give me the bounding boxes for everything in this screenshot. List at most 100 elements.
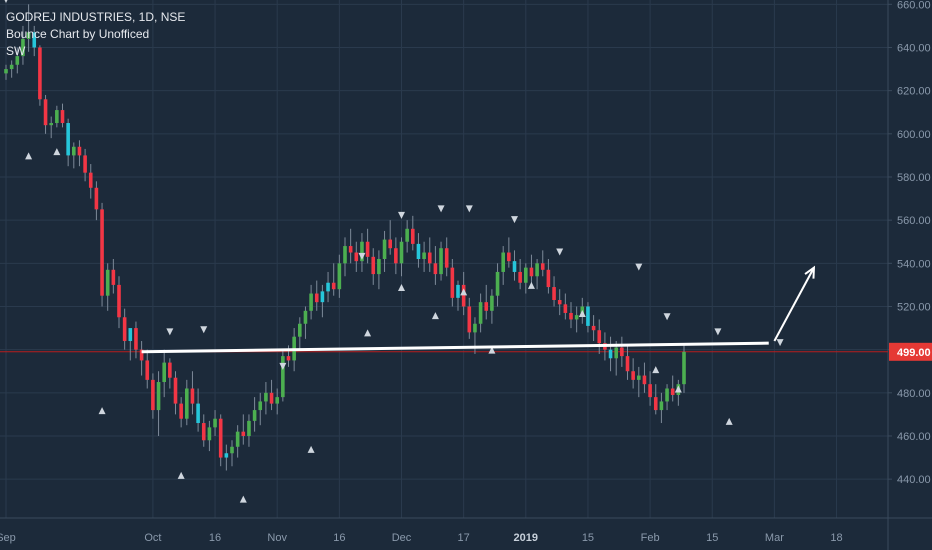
candle-body[interactable] bbox=[173, 377, 178, 404]
candle-body[interactable] bbox=[49, 123, 53, 126]
candle-body[interactable] bbox=[94, 187, 99, 210]
candle-body[interactable] bbox=[275, 397, 279, 404]
candle-body[interactable] bbox=[15, 56, 20, 65]
candle-body[interactable] bbox=[450, 267, 455, 298]
candle-body[interactable] bbox=[105, 269, 110, 296]
candle-body[interactable] bbox=[111, 269, 116, 285]
candle-body[interactable] bbox=[213, 418, 217, 428]
candle-body[interactable] bbox=[162, 362, 166, 383]
candle-body[interactable] bbox=[586, 306, 590, 326]
candle-body[interactable] bbox=[117, 284, 121, 318]
candle-body[interactable] bbox=[286, 356, 291, 361]
candle-body[interactable] bbox=[456, 284, 460, 298]
candle-body[interactable] bbox=[337, 263, 342, 290]
candle-body[interactable] bbox=[653, 397, 658, 411]
candle-body[interactable] bbox=[467, 306, 472, 333]
candle-body[interactable] bbox=[320, 291, 325, 303]
candle-body[interactable] bbox=[394, 248, 398, 264]
candle-body[interactable] bbox=[382, 239, 387, 259]
candle-body[interactable] bbox=[416, 243, 421, 259]
candle-body[interactable] bbox=[495, 271, 500, 296]
indicator-label[interactable]: Bounce Chart by Unofficed bbox=[6, 27, 150, 41]
candle-body[interactable] bbox=[122, 317, 127, 342]
candle-body[interactable] bbox=[569, 312, 573, 320]
candle-body[interactable] bbox=[574, 315, 579, 320]
candle-body[interactable] bbox=[66, 123, 70, 156]
candle-body[interactable] bbox=[591, 325, 596, 331]
candle-body[interactable] bbox=[377, 259, 381, 275]
candle-body[interactable] bbox=[264, 392, 268, 402]
candle-body[interactable] bbox=[77, 146, 82, 156]
candle-body[interactable] bbox=[100, 209, 104, 296]
candle-body[interactable] bbox=[309, 293, 313, 311]
candle-body[interactable] bbox=[26, 32, 31, 39]
candle-body[interactable] bbox=[608, 349, 613, 359]
candle-body[interactable] bbox=[4, 69, 8, 74]
candle-body[interactable] bbox=[32, 32, 37, 48]
candle-body[interactable] bbox=[21, 38, 25, 57]
candle-body[interactable] bbox=[597, 330, 602, 344]
projection-arrow[interactable] bbox=[773, 267, 815, 342]
candle-body[interactable] bbox=[659, 401, 664, 411]
candle-body[interactable] bbox=[642, 375, 647, 385]
candle-body[interactable] bbox=[128, 328, 133, 342]
candle-body[interactable] bbox=[360, 241, 364, 262]
candle-body[interactable] bbox=[43, 99, 48, 126]
candle-body[interactable] bbox=[281, 356, 285, 398]
candle-body[interactable] bbox=[620, 347, 624, 357]
candle-body[interactable] bbox=[348, 246, 353, 253]
support-trendline[interactable] bbox=[141, 341, 769, 354]
candle-body[interactable] bbox=[72, 146, 76, 156]
candle-body[interactable] bbox=[224, 453, 229, 458]
candle-body[interactable] bbox=[501, 252, 505, 272]
candle-body[interactable] bbox=[269, 392, 274, 404]
candle-body[interactable] bbox=[625, 356, 630, 372]
candle-body[interactable] bbox=[411, 228, 415, 244]
candle-body[interactable] bbox=[388, 239, 392, 249]
candle-body[interactable] bbox=[484, 302, 489, 311]
candle-body[interactable] bbox=[433, 263, 438, 275]
symbol-title[interactable]: GODREJ INDUSTRIES, 1D, NSE bbox=[6, 10, 186, 24]
candle-body[interactable] bbox=[540, 263, 545, 270]
candle-body[interactable] bbox=[179, 403, 183, 419]
candle-body[interactable] bbox=[314, 293, 319, 303]
candle-body[interactable] bbox=[507, 252, 511, 262]
candle-body[interactable] bbox=[461, 284, 466, 307]
candle-body[interactable] bbox=[399, 241, 404, 264]
candle-body[interactable] bbox=[535, 263, 539, 277]
candle-body[interactable] bbox=[354, 252, 359, 262]
candle-body[interactable] bbox=[552, 287, 556, 301]
candle-body[interactable] bbox=[512, 261, 517, 272]
candle-body[interactable] bbox=[235, 431, 240, 447]
candle-body[interactable] bbox=[326, 282, 330, 292]
candle-body[interactable] bbox=[422, 252, 426, 259]
candle-body[interactable] bbox=[473, 323, 477, 333]
candle-body[interactable] bbox=[230, 446, 234, 454]
candle-body[interactable] bbox=[156, 382, 161, 411]
candle-body[interactable] bbox=[631, 371, 635, 380]
candle-body[interactable] bbox=[83, 155, 87, 173]
candle-body[interactable] bbox=[614, 347, 618, 359]
candle-body[interactable] bbox=[60, 110, 65, 124]
candle-body[interactable] bbox=[196, 403, 200, 424]
candle-body[interactable] bbox=[139, 349, 144, 361]
candle-body[interactable] bbox=[201, 423, 206, 441]
candle-body[interactable] bbox=[563, 304, 568, 313]
candle-body[interactable] bbox=[670, 388, 675, 395]
candle-body[interactable] bbox=[298, 323, 302, 337]
candle-body[interactable] bbox=[168, 362, 172, 378]
candle-body[interactable] bbox=[331, 282, 336, 290]
candle-body[interactable] bbox=[546, 269, 551, 288]
candle-body[interactable] bbox=[478, 302, 483, 324]
candle-body[interactable] bbox=[682, 351, 686, 385]
candle-body[interactable] bbox=[247, 420, 251, 436]
candle-body[interactable] bbox=[38, 47, 42, 100]
candle-body[interactable] bbox=[207, 427, 212, 441]
candle-body[interactable] bbox=[405, 228, 409, 242]
candle-body[interactable] bbox=[444, 248, 449, 268]
candle-body[interactable] bbox=[55, 110, 59, 124]
candle-body[interactable] bbox=[439, 248, 443, 275]
candle-body[interactable] bbox=[557, 300, 562, 305]
candle-body[interactable] bbox=[190, 388, 195, 404]
candle-body[interactable] bbox=[524, 267, 528, 283]
